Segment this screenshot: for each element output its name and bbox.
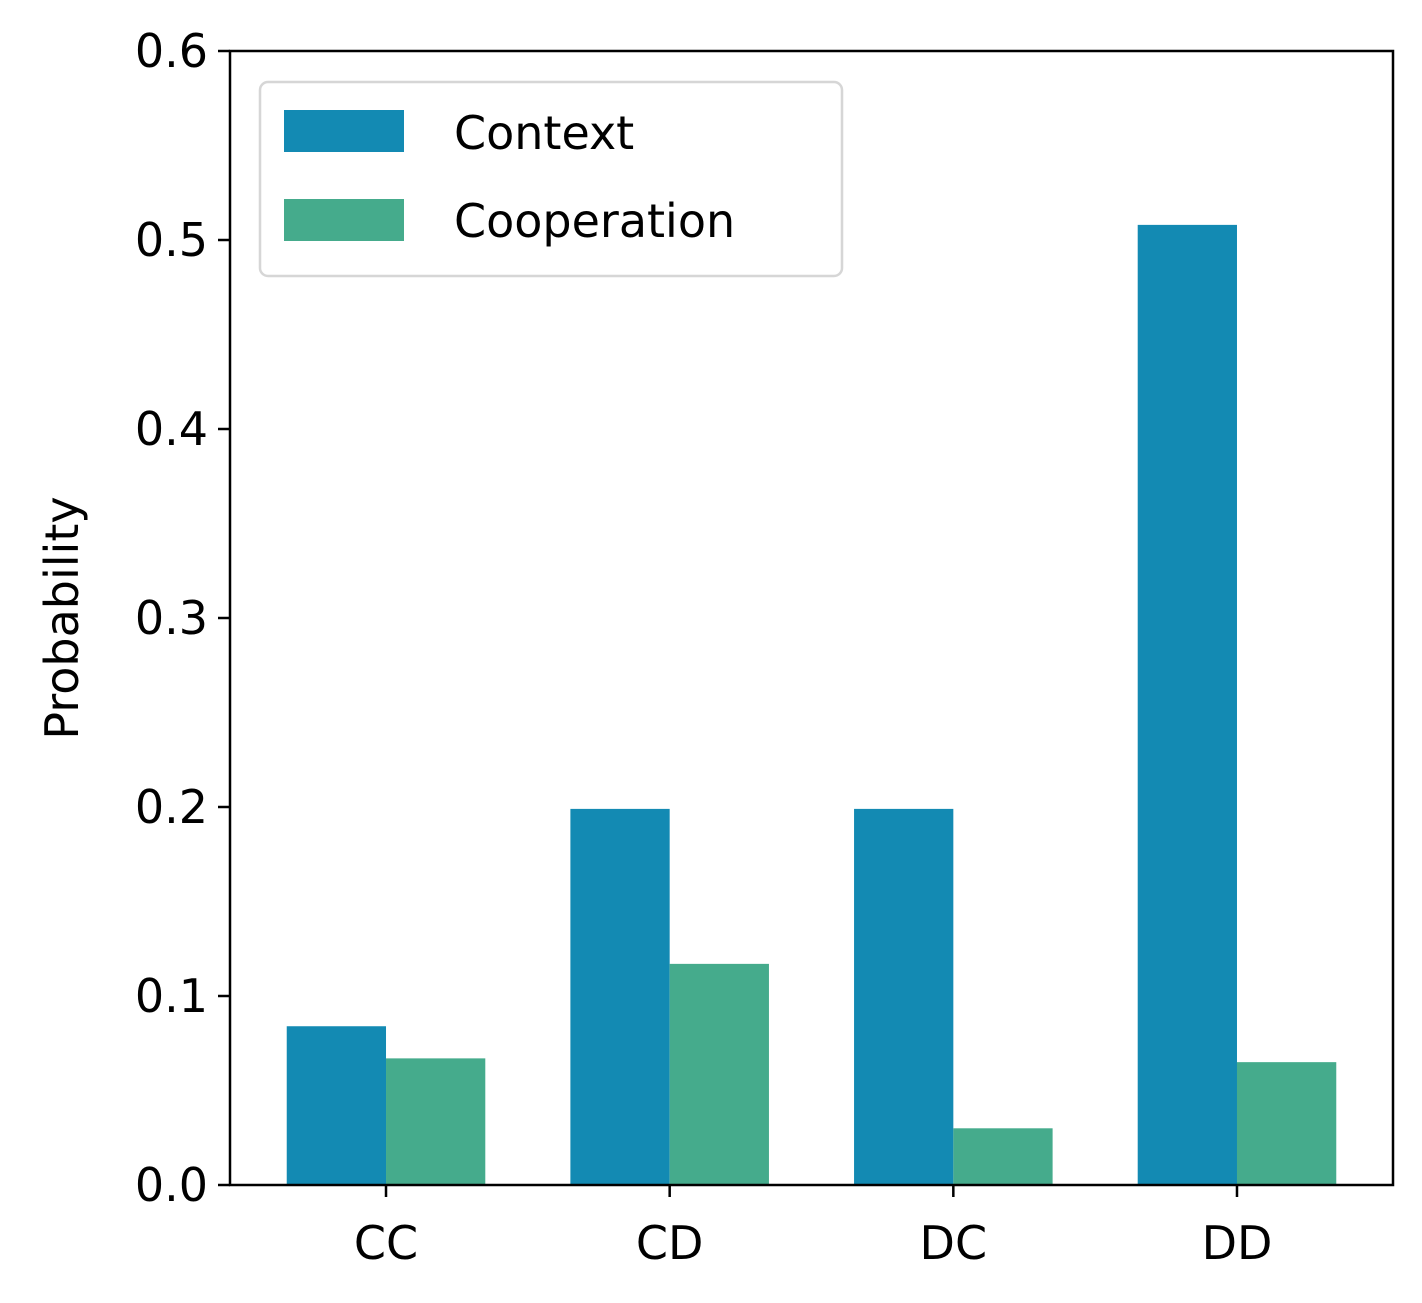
- y-tick-label: 0.1: [135, 969, 208, 1023]
- y-tick-label: 0.6: [135, 24, 208, 78]
- x-axis: CC CD DC DD: [354, 1185, 1273, 1270]
- legend-swatch-cooperation: [284, 199, 404, 241]
- bar-cooperation-cd: [669, 963, 769, 1185]
- bar-context-dc: [854, 808, 954, 1185]
- bars-group: [286, 224, 1337, 1185]
- legend-box: [258, 80, 844, 278]
- y-tick-label: 0.5: [135, 213, 208, 267]
- x-tick-label-cc: CC: [354, 1216, 418, 1270]
- y-axis: 0.0 0.1 0.2 0.3 0.4 0.5 0.6: [135, 24, 230, 1212]
- bar-cooperation-cc: [386, 1058, 486, 1185]
- legend-label-context: Context: [454, 106, 634, 160]
- legend-label-cooperation: Cooperation: [454, 194, 735, 248]
- y-tick-label: 0.3: [135, 591, 208, 645]
- bar-context-dd: [1137, 224, 1237, 1185]
- y-tick-label: 0.4: [135, 402, 208, 456]
- y-tick-label: 0.2: [135, 780, 208, 834]
- bar-cooperation-dd: [1236, 1062, 1337, 1185]
- y-axis-title: Probability: [35, 496, 89, 739]
- x-tick-label-dd: DD: [1202, 1216, 1273, 1270]
- y-tick-label: 0.0: [135, 1158, 208, 1212]
- bar-context-cd: [570, 808, 670, 1185]
- bar-cooperation-dc: [953, 1128, 1053, 1185]
- legend: Context Cooperation: [258, 80, 844, 278]
- legend-swatch-context: [284, 110, 404, 152]
- bar-context-cc: [286, 1026, 387, 1185]
- x-tick-label-dc: DC: [920, 1216, 988, 1270]
- x-tick-label-cd: CD: [636, 1216, 704, 1270]
